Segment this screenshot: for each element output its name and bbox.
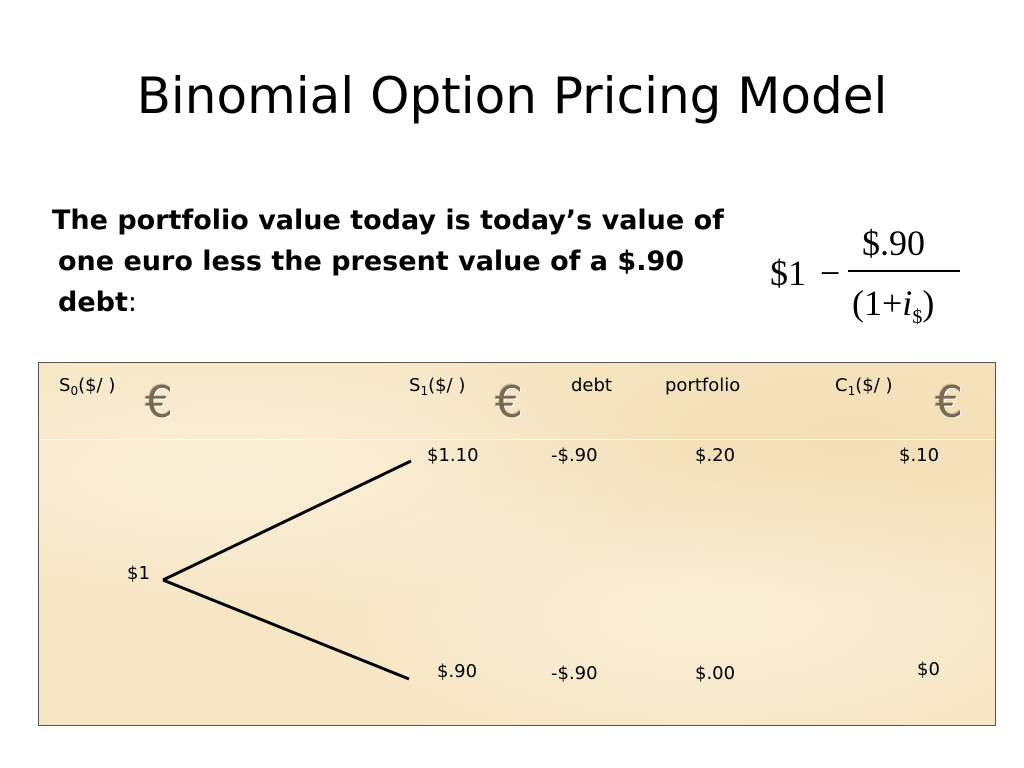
header-s0: S0($/ ) [59,375,116,398]
header-debt: debt [571,375,612,396]
formula-denominator: (1+i$) [852,282,934,329]
body-line-2: one euro less the present value of a $.9… [58,246,685,277]
root-price: $1 [127,563,150,584]
down-c1: $0 [917,659,940,680]
den-left: (1+ [852,283,903,323]
header-s1: S1($/ ) [409,375,466,398]
colon: : [127,287,137,318]
body-line-1: The portfolio value today is today’s val… [52,205,724,236]
down-portfolio: $.00 [695,663,736,684]
header-portfolio: portfolio [665,375,741,396]
up-debt: -$.90 [551,445,598,466]
header-divider [39,439,995,440]
den-right: ) [922,283,935,323]
euro-icon: € [495,377,523,428]
formula-numerator: $.90 [862,223,925,263]
up-c1: $.10 [899,445,940,466]
euro-icon: € [145,377,173,428]
euro-icon: € [935,377,963,428]
fraction-bar [848,270,960,272]
formula-minus: − [820,253,841,293]
header-c1: C1($/ ) [835,375,893,398]
debt-word: debt [58,287,128,318]
down-s1: $.90 [437,661,478,682]
down-debt: -$.90 [551,663,598,684]
slide-title: Binomial Option Pricing Model [136,67,888,125]
up-branch [162,459,412,582]
up-s1: $1.10 [427,445,479,466]
binomial-tree-lines [162,459,412,681]
formula-lhs: $1 [770,253,806,293]
body-text: The portfolio value today is today’s val… [52,200,772,323]
up-portfolio: $.20 [695,445,736,466]
present-value-formula: $1 − $.90 (1+i$) [770,222,970,332]
interest-variable: i [902,283,913,323]
interest-subscript: $ [912,306,923,328]
binomial-tree-panel: S0($/ ) € S1($/ ) € debt portfolio C1($/… [38,362,996,726]
down-branch [162,578,410,681]
body-line-3: debt: [52,282,772,323]
